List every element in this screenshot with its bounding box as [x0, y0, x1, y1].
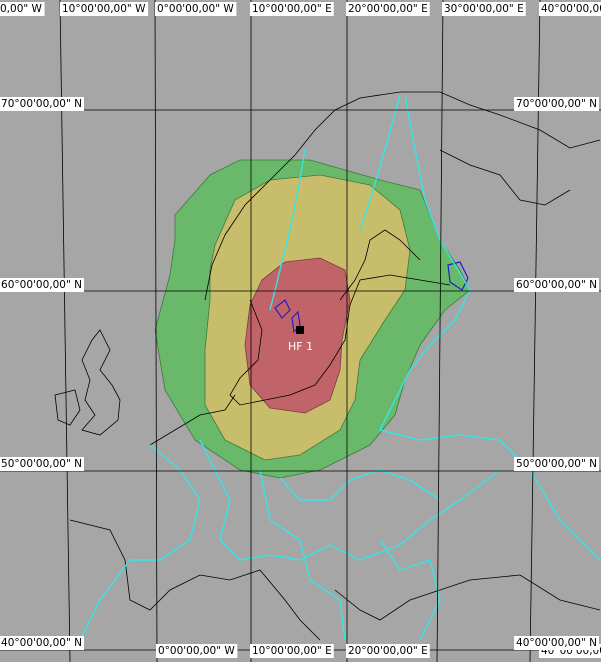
- coordinate-label: 40°00'00,00" E: [541, 3, 601, 15]
- border: [379, 94, 471, 431]
- coordinate-label: 60°00'00,00" N: [1, 279, 82, 291]
- label-background: [0, 636, 84, 650]
- label-background: [346, 644, 430, 658]
- coordinate-label: 0,00" W: [0, 3, 43, 15]
- coordinate-label: 10°00'00,00" E: [252, 645, 332, 657]
- label-background: [0, 2, 45, 16]
- lake: [291, 310, 301, 334]
- border: [79, 444, 201, 641]
- border: [359, 94, 401, 231]
- borders: [79, 94, 601, 641]
- lake: [274, 299, 291, 319]
- label-background: [250, 644, 334, 658]
- coordinate-label: 0°00'00,00" W: [158, 645, 235, 657]
- border: [279, 469, 441, 501]
- coordinate-label: 10°00'00,00" W: [62, 3, 146, 15]
- coastline: [439, 149, 571, 206]
- label-background: [346, 2, 430, 16]
- coordinate-label: 0°00'00,00" W: [157, 3, 234, 15]
- coordinate-label: 50°00'00,00" N: [1, 458, 82, 470]
- coordinate-label: 50°00'00,00" N: [516, 458, 597, 470]
- label-background: [514, 636, 599, 650]
- label-background: [156, 644, 238, 658]
- label-background: [60, 2, 149, 16]
- label-background: [0, 278, 84, 292]
- coastlines: [54, 91, 601, 641]
- label-background: [0, 457, 84, 471]
- border: [199, 439, 501, 561]
- coastline: [334, 574, 601, 621]
- coordinate-label: 60°00'00,00" N: [516, 279, 597, 291]
- label-background: [514, 278, 599, 292]
- border: [269, 149, 306, 311]
- coordinate-label: 20°00'00,00" E: [348, 645, 428, 657]
- label-background: [539, 2, 601, 16]
- coordinate-label: 30°00'00,00" E: [444, 3, 524, 15]
- station-marker: [296, 326, 304, 334]
- coastline: [339, 229, 421, 301]
- border: [379, 429, 601, 561]
- coverage-zone-inner: [244, 257, 351, 414]
- coordinate-label: 70°00'00,00" N: [516, 98, 597, 110]
- label-background: [155, 2, 237, 16]
- coordinate-label: 40°00'00,00" N: [516, 637, 597, 649]
- coordinate-label: 10°00'00,00" E: [252, 3, 332, 15]
- coordinate-label: 20°00'00,00" E: [348, 3, 428, 15]
- coastline: [69, 519, 321, 641]
- label-background: [250, 2, 334, 16]
- coastline: [81, 329, 121, 436]
- label-background: [514, 97, 599, 111]
- label-background: [514, 457, 599, 471]
- station-label: HF 1: [288, 340, 313, 353]
- coastline: [54, 389, 81, 426]
- label-background: [0, 97, 84, 111]
- coastline: [229, 274, 451, 406]
- coordinate-label: 40°00'00,00" N: [1, 637, 82, 649]
- label-background: [442, 2, 526, 16]
- coastline: [149, 394, 236, 446]
- lakes: [274, 261, 469, 334]
- coordinate-label: 70°00'00,00" N: [1, 98, 82, 110]
- coastline: [204, 91, 601, 301]
- border: [379, 539, 441, 641]
- border: [259, 469, 346, 641]
- lake: [447, 261, 469, 291]
